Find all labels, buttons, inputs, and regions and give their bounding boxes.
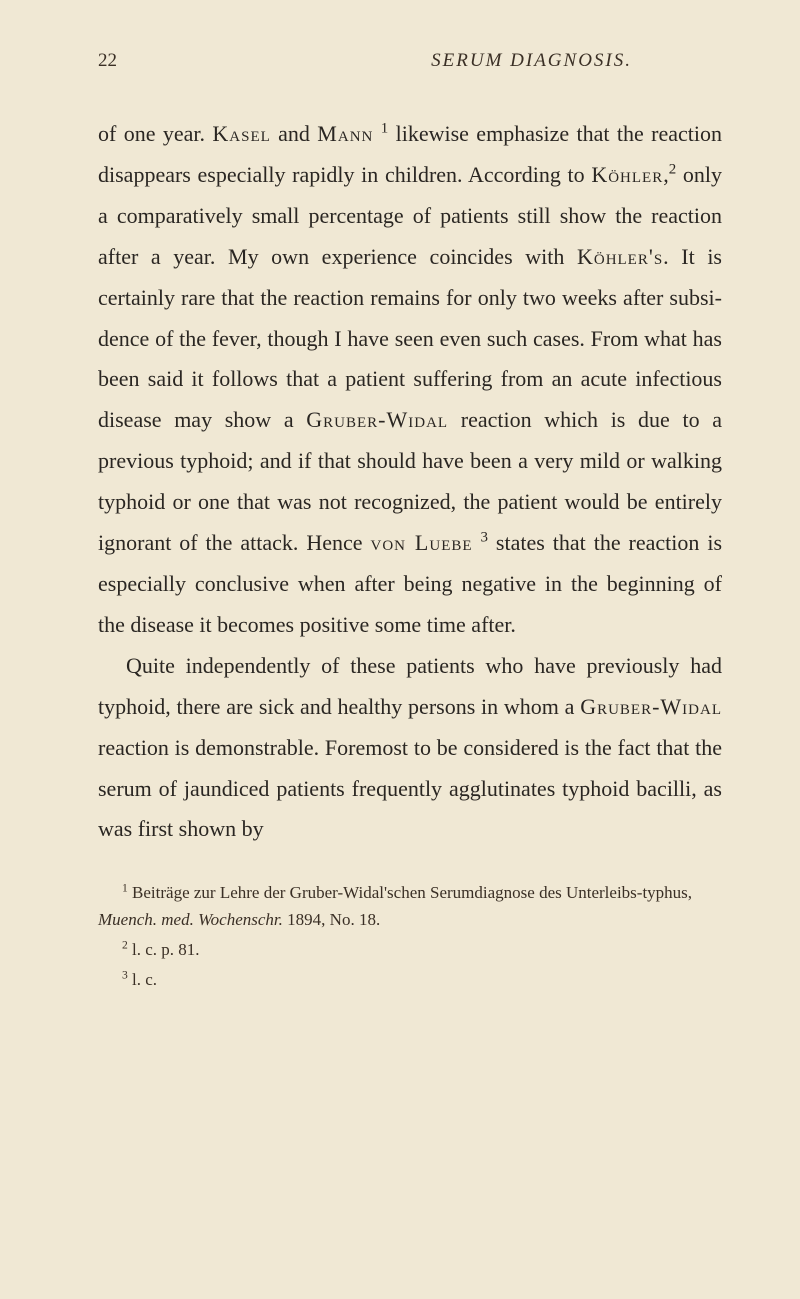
author-name-mann: Mann bbox=[317, 121, 373, 146]
text-fragment: reaction is demonstrable. Foremost to be… bbox=[98, 735, 722, 842]
footnote-text: 1894, No. 18. bbox=[283, 910, 380, 929]
text-fragment bbox=[473, 530, 481, 555]
footnote-1: 1 Beiträge zur Lehre der Gruber-Widal'sc… bbox=[98, 880, 722, 933]
author-name-kohler-2: Köhler's bbox=[577, 244, 663, 269]
text-fragment bbox=[373, 121, 380, 146]
body-text: of one year. Kasel and Mann 1 likewise e… bbox=[98, 114, 722, 850]
running-title: SERUM DIAGNOSIS. bbox=[431, 50, 632, 72]
reaction-name-gruber-widal: Gruber-Widal bbox=[306, 407, 448, 432]
footnote-3: 3 l. c. bbox=[98, 967, 722, 993]
footnote-text: l. c. p. 81. bbox=[128, 940, 200, 959]
text-fragment: . It is certainly rare that the reaction… bbox=[98, 244, 722, 433]
author-name-von-luebe: von Luebe bbox=[370, 530, 472, 555]
page-number: 22 bbox=[98, 50, 117, 72]
footnote-2: 2 l. c. p. 81. bbox=[98, 937, 722, 963]
text-fragment: and bbox=[271, 121, 318, 146]
paragraph-2: Quite independently of these patients wh… bbox=[98, 646, 722, 851]
author-name-kasel: Kasel bbox=[212, 121, 270, 146]
footnotes-block: 1 Beiträge zur Lehre der Gruber-Widal'sc… bbox=[98, 880, 722, 993]
text-fragment: of one year. bbox=[98, 121, 212, 146]
journal-title: Muench. med. Wochenschr. bbox=[98, 910, 283, 929]
footnote-text: Beiträge zur Lehre der Gruber-Widal'sche… bbox=[128, 883, 692, 902]
page-container: 22 SERUM DIAGNOSIS. of one year. Kasel a… bbox=[0, 0, 800, 1299]
page-header: 22 SERUM DIAGNOSIS. bbox=[98, 50, 722, 72]
author-name-kohler: Köhler bbox=[591, 162, 663, 187]
reaction-name-gruber-widal-2: Gruber-Widal bbox=[580, 694, 722, 719]
footnote-ref-3: 3 bbox=[481, 530, 488, 546]
footnote-text: l. c. bbox=[128, 970, 157, 989]
paragraph-1: of one year. Kasel and Mann 1 likewise e… bbox=[98, 114, 722, 646]
